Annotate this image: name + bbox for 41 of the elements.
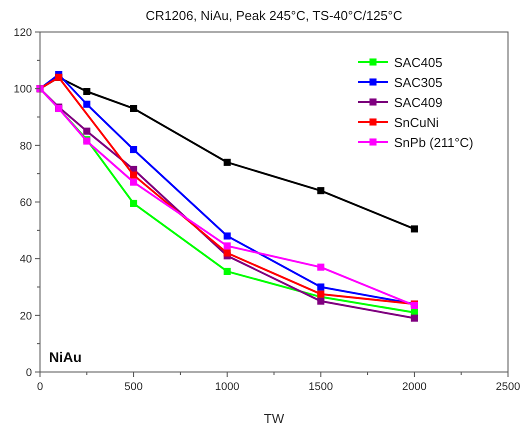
y-tick-label: 40 [20, 254, 32, 266]
point [83, 128, 90, 135]
point [317, 264, 324, 271]
point [224, 242, 231, 250]
legend-label: SnPb (211°C) [394, 135, 474, 150]
x-axis-title: TW [264, 411, 285, 426]
y-tick-label: 20 [20, 310, 32, 322]
x-tick-label: 1500 [308, 381, 334, 393]
point [224, 158, 231, 166]
legend-label: SAC305 [394, 75, 442, 90]
y-tick-label: 60 [20, 197, 32, 209]
point [130, 200, 138, 207]
annotation: NiAu [49, 349, 82, 365]
point [224, 268, 231, 275]
legend-label: SAC405 [394, 55, 442, 70]
point [410, 225, 418, 232]
legend-label: SAC409 [394, 95, 442, 110]
y-tick-label: 80 [20, 140, 32, 152]
point [410, 314, 418, 322]
point [83, 88, 90, 96]
y-tick-label: 0 [26, 367, 32, 379]
x-tick-label: 2500 [496, 381, 520, 393]
point [317, 290, 324, 298]
point [130, 146, 138, 154]
point [130, 178, 138, 186]
y-tick-label: 120 [14, 27, 32, 39]
x-tick-label: 0 [36, 381, 44, 393]
point [317, 187, 324, 194]
point [130, 172, 138, 179]
x-tick-label: 2000 [402, 381, 427, 393]
x-tick-label: 1000 [214, 381, 240, 393]
point [224, 232, 231, 240]
point [317, 298, 324, 305]
y-tick-label: 100 [14, 84, 32, 96]
point [317, 283, 324, 291]
point [83, 100, 90, 108]
x-tick-label: 500 [124, 381, 143, 393]
point [130, 104, 138, 112]
point [224, 249, 231, 257]
legend-label: SnCuNi [394, 115, 439, 130]
chart-title: CR1206, NiAu, Peak 245°C, TS-40°C/125°C [146, 8, 402, 23]
